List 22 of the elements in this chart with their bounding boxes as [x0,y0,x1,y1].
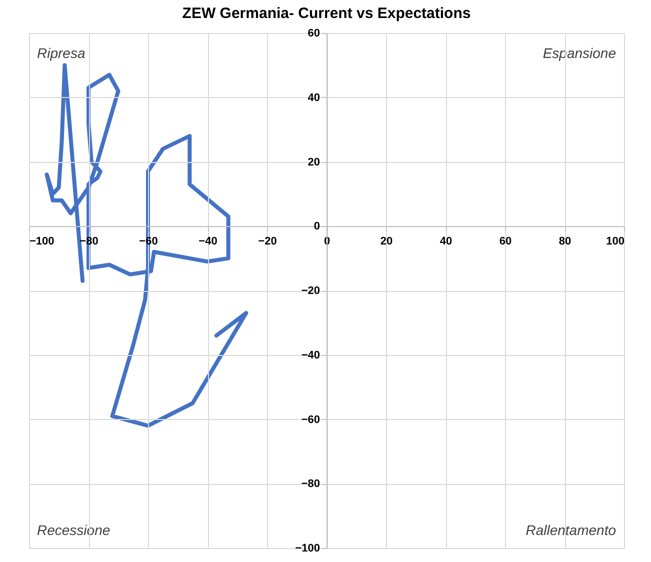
y-tick-label: 0 [314,220,320,233]
y-tick-label: −40 [301,349,320,362]
x-tick-label: 60 [499,236,512,248]
y-tick-label: −100 [295,542,320,554]
x-tick-label: −100 [30,236,54,248]
x-tick-label: 80 [558,236,572,248]
y-tick-label: 40 [308,92,320,104]
annotation: Ripresa [37,45,86,61]
x-tick-label: 20 [380,236,393,248]
annotation: Espansione [542,45,616,61]
annotation: Rallentamento [526,522,616,538]
x-tick-label: −40 [198,236,218,248]
x-tick-label: 100 [606,236,624,248]
y-tick-label: −20 [301,285,320,297]
y-tick-label: 20 [308,156,320,168]
annotation: Recessione [37,522,110,538]
x-tick-label: 40 [440,236,452,248]
y-tick-label: −80 [301,478,320,490]
y-tick-label: 60 [308,28,320,40]
y-tick-label: −60 [301,414,320,426]
chart-title: ZEW Germania- Current vs Expectations [182,5,471,22]
x-tick-label: −20 [258,236,277,248]
